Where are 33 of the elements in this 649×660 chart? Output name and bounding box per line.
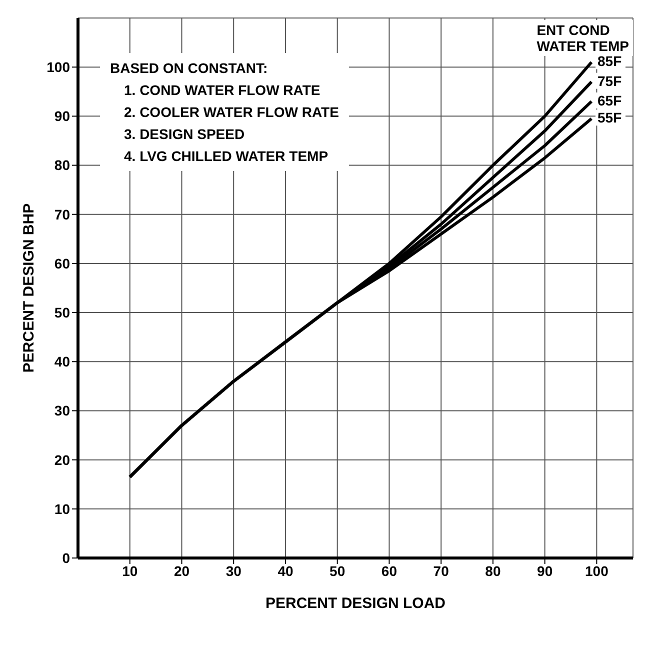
x-tick-label: 70 (433, 562, 450, 579)
x-axis-title: PERCENT DESIGN LOAD (265, 595, 446, 612)
y-tick-label: 50 (54, 304, 70, 321)
y-tick-label: 100 (46, 59, 70, 76)
annotation: 4. LVG CHILLED WATER TEMP (123, 147, 330, 166)
x-tick-label: 100 (585, 562, 609, 579)
x-tick-label: 60 (381, 562, 398, 579)
y-tick-label: 40 (54, 354, 70, 370)
y-tick-label: 30 (54, 402, 70, 419)
y-axis-title: PERCENT DESIGN BHP (20, 203, 38, 373)
legend-title: ENT COND WATER TEMP (532, 20, 633, 56)
y-tick-label: 10 (54, 500, 70, 517)
annotation: 2. COOLER WATER FLOW RATE (123, 103, 339, 122)
y-tick-label: 70 (54, 206, 70, 222)
y-tick-label: 60 (54, 255, 70, 272)
x-tick-label: 20 (174, 562, 190, 579)
x-tick-label: 80 (485, 562, 501, 579)
x-tick-label: 40 (278, 562, 294, 579)
annotation: 3. DESIGN SPEED (123, 125, 246, 144)
y-tick-label: 90 (54, 108, 70, 124)
x-tick-label: 90 (537, 562, 553, 579)
y-tick-label: 20 (54, 452, 70, 468)
x-tick-label: 50 (330, 562, 346, 579)
series-label: 65F (598, 92, 622, 108)
y-tick-label: 80 (54, 157, 70, 174)
series-label: 85F (598, 53, 622, 70)
series-label: 75F (598, 72, 622, 89)
x-tick-label: 10 (122, 562, 138, 579)
annotation: 1. COND WATER FLOW RATE (123, 81, 322, 100)
series-label: 55F (598, 110, 622, 126)
x-tick-label: 30 (226, 562, 242, 579)
annotation: BASED ON CONSTANT: (110, 59, 269, 78)
y-tick-label: 0 (62, 550, 70, 566)
